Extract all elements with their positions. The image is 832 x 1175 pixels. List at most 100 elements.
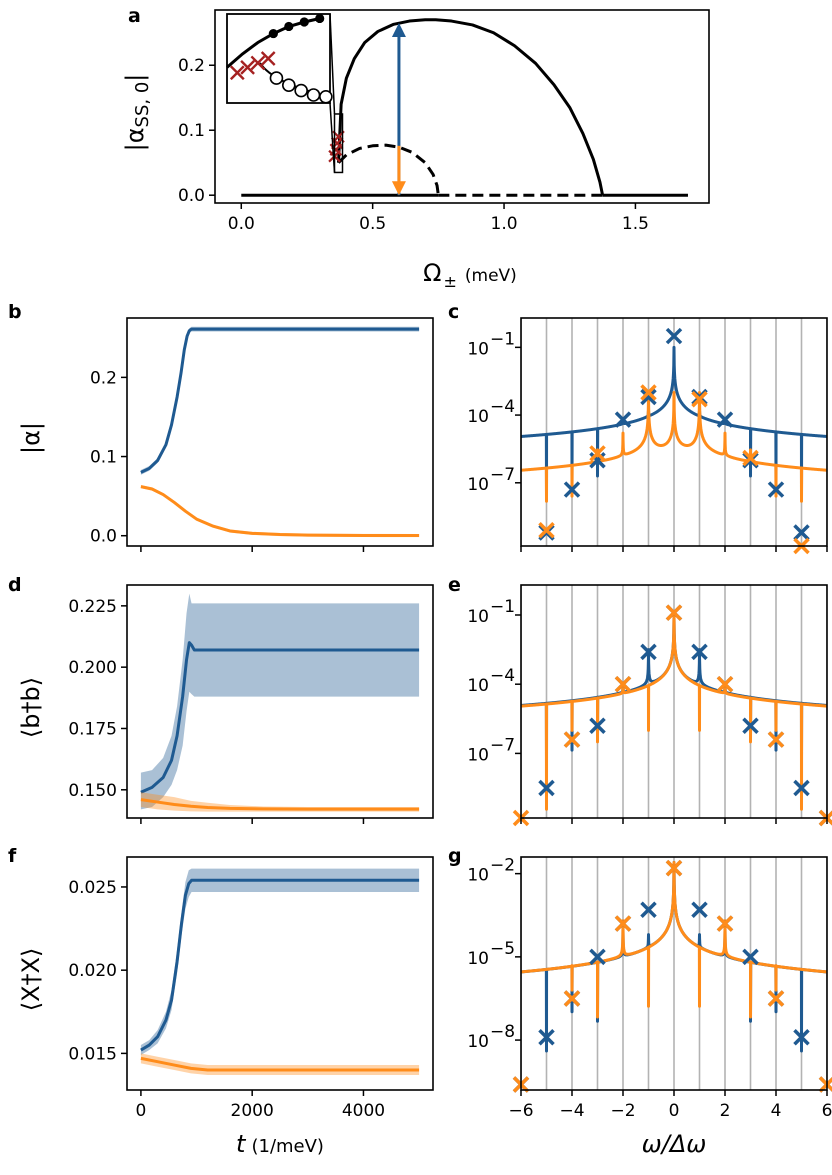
cross-marker <box>742 717 759 734</box>
plot-area-b <box>140 326 420 538</box>
cross-marker <box>538 1029 555 1046</box>
y-axis-label: |αSS, 0| <box>121 74 153 152</box>
panel-c: 10 −110 −410 −7c <box>448 301 828 555</box>
series-line-blue <box>140 641 420 794</box>
y-tick-label: 0.025 <box>68 878 117 898</box>
y-tick-label: 10 <box>467 607 489 627</box>
y-tick-label: 10 <box>467 1032 489 1052</box>
arrow-head <box>391 181 406 196</box>
x-tick-label: 1.5 <box>622 214 649 234</box>
y-tick-label: 0.020 <box>68 961 117 981</box>
x-tick-label: −2 <box>610 1101 635 1121</box>
y-tick-label: 0.2 <box>178 56 205 76</box>
zoom-box <box>333 113 344 174</box>
y-tick-label: 10 <box>467 949 489 969</box>
panel-d: 0.150 0.175 0.200 0.225 d ⟨b†b⟩ <box>8 574 434 824</box>
cross-marker <box>589 451 606 469</box>
series-line-blue <box>140 878 420 1052</box>
y-tick-label: 10 <box>467 866 489 886</box>
y-axis-label: ⟨b†b⟩ <box>17 677 45 738</box>
band-blue <box>140 868 420 1056</box>
label-part: 10 <box>467 607 489 627</box>
y-tick-exponent: −1 <box>490 597 515 617</box>
panel-label: g <box>448 845 462 867</box>
y-tick-exponent: −7 <box>490 735 515 755</box>
y-tick-label: 0.1 <box>178 121 205 141</box>
y-tick-label: 0.0 <box>178 186 205 206</box>
band-blue <box>140 593 420 810</box>
cross-marker <box>742 948 759 966</box>
y-tick-label: 10 <box>467 339 489 359</box>
label-part: ± <box>444 272 457 291</box>
cross-marker <box>742 449 759 467</box>
cross-marker <box>665 859 683 877</box>
y-tick-exponent: −7 <box>490 465 515 485</box>
x-tick-label: 0.0 <box>228 214 255 234</box>
open-circle <box>294 83 308 98</box>
cross-marker <box>716 411 734 428</box>
y-tick-exponent: −1 <box>490 329 515 349</box>
inset-cross <box>240 60 255 75</box>
label-part: Ω <box>423 259 441 287</box>
inset-cross <box>250 55 266 71</box>
x-tick-label: 0 <box>135 1101 146 1121</box>
axes-frame <box>126 856 434 1091</box>
plot-area-e <box>521 585 827 818</box>
x-tick-label: −4 <box>559 1101 584 1121</box>
y-tick-label: 10 <box>467 475 489 495</box>
x-tick-label: 0 <box>669 1101 680 1121</box>
cross-marker <box>640 388 657 406</box>
cross-marker <box>767 731 785 748</box>
cross-marker <box>665 327 683 345</box>
open-circle <box>269 71 284 85</box>
y-tick-label: 10 <box>467 407 489 427</box>
axes-frame <box>126 317 434 547</box>
panel-e: 10 −110 −410 −7e <box>448 574 832 827</box>
open-circle <box>281 78 296 92</box>
y-tick-label: 10 <box>467 676 489 696</box>
arrow-head <box>391 22 406 37</box>
y-tick-exponent: −4 <box>490 397 515 417</box>
series-line-orange <box>140 1056 420 1072</box>
label-part: 10 <box>467 676 489 696</box>
panel-label: a <box>128 5 141 27</box>
open-circle <box>319 89 333 104</box>
panel-f: 0 2000 4000 0.015 0.020 0.025 f ⟨X†X⟩ t (1/meV) <box>8 845 434 1158</box>
cross-marker <box>614 915 632 932</box>
label-part: 10 <box>467 339 489 359</box>
plot-area-g <box>521 857 827 1090</box>
cross-marker <box>691 643 708 661</box>
cross-marker <box>767 481 785 498</box>
label-part: 10 <box>467 866 489 886</box>
axes-frame <box>126 584 434 819</box>
label-part: (1/meV) <box>251 1136 323 1157</box>
cross-marker <box>793 779 810 797</box>
x-tick-label: 2000 <box>231 1101 274 1121</box>
label-part: 10 <box>467 407 489 427</box>
label-part: 10 <box>467 1032 489 1052</box>
x-axis-label: t (1/meV) <box>236 1130 324 1158</box>
band-orange <box>140 485 420 538</box>
x-tick-label: −6 <box>508 1101 533 1121</box>
x-tick-label: 4000 <box>342 1101 385 1121</box>
series-line-stable-upper-branch <box>337 18 605 196</box>
series-line-blue <box>140 327 420 474</box>
y-tick-label: 10 <box>467 745 489 765</box>
series-line-orange <box>140 798 420 811</box>
label-part: SS, 0 <box>132 82 153 128</box>
label-part: | <box>121 74 149 82</box>
cross-marker <box>691 391 708 408</box>
band-blue <box>140 326 420 475</box>
y-tick-label: 0.200 <box>68 658 117 678</box>
filled-circle <box>315 13 325 24</box>
y-tick-label: 0.0 <box>90 527 117 547</box>
plot-area-f <box>140 868 420 1076</box>
label-part: 10 <box>467 475 489 495</box>
x-tick-label: 2 <box>720 1101 731 1121</box>
x-tick-label: 4 <box>771 1101 782 1121</box>
y-tick-exponent: −8 <box>490 1022 515 1042</box>
cross-marker <box>716 675 734 693</box>
cross-marker <box>640 384 657 401</box>
x-axis-label: Ω ± (meV) <box>423 259 517 291</box>
